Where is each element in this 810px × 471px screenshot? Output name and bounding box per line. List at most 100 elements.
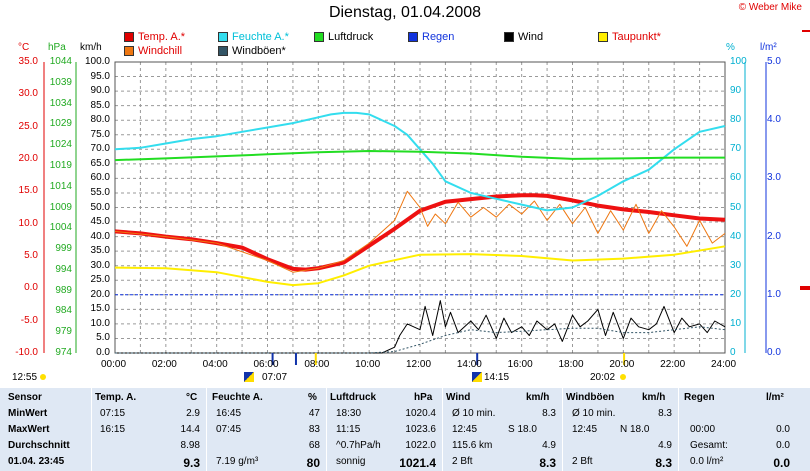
pressure-unit: hPa — [48, 42, 66, 53]
stats-cell-wind-time: Ø 10 min. — [452, 408, 496, 419]
stats-cell-label: MaxWert — [8, 424, 50, 435]
stats-cell-gust-time: 12:45 — [572, 424, 598, 435]
wind-tick: 45.0 — [90, 216, 110, 228]
legend-label: Temp. A.* — [138, 31, 186, 43]
rain-tick: 3.0 — [767, 172, 781, 184]
humidity-tick: 50 — [730, 201, 742, 213]
stats-cell-rain-val: 0.0 — [776, 440, 790, 451]
edge-marker — [800, 286, 810, 290]
stats-cell-temp-time: 16:15 — [100, 424, 126, 435]
stats-cell-wind-val: 4.9 — [542, 440, 556, 451]
pressure-tick: 999 — [55, 243, 72, 255]
rain-unit: l/m² — [760, 42, 777, 53]
header-wind-unit: km/h — [526, 392, 550, 403]
header-pressure-unit: hPa — [414, 392, 433, 403]
pressure-tick: 974 — [55, 347, 72, 358]
temp-tick: 0.0 — [24, 282, 38, 294]
stats-cell-pres-time: 18:30 — [336, 408, 362, 419]
pressure-tick: 1034 — [49, 97, 72, 109]
header-pressure: Luftdruck — [330, 392, 377, 403]
series-line-luftdruck — [114, 150, 725, 162]
header-wind: Wind — [446, 392, 471, 403]
stats-cell-hum-val: 68 — [308, 440, 320, 451]
legend-item-gusts: Windböen* — [218, 45, 286, 57]
header-temp-unit: °C — [186, 392, 198, 403]
stats-cell-gust-val: 4.9 — [658, 440, 672, 451]
stats-cell-wind-val: 8.3 — [542, 408, 556, 419]
legend-swatch — [504, 32, 514, 42]
stats-cell-temp-val: 14.4 — [180, 424, 200, 435]
legend-item-pressure: Luftdruck — [314, 31, 373, 43]
legend-swatch — [218, 46, 228, 56]
rain-tick: 2.0 — [767, 230, 781, 242]
left-time: 12:55 — [12, 372, 38, 383]
stats-cell-temp-val: 2.9 — [186, 408, 200, 419]
stats-cell-rain-time: Gesamt: — [690, 440, 728, 451]
wind-tick: 90.0 — [90, 85, 110, 97]
wind-tick: 5.0 — [96, 332, 110, 344]
pressure-tick: 1009 — [49, 201, 72, 213]
sunset-time: 20:02 — [590, 372, 616, 383]
series-line-feuchte-a — [114, 111, 726, 212]
wind-tick: 25.0 — [90, 274, 110, 286]
legend-item-windchill: Windchill — [124, 45, 182, 57]
temp-tick: 20.0 — [18, 153, 38, 164]
humidity-tick: 0 — [730, 347, 736, 358]
stats-cell-pres-val: 1021.4 — [399, 456, 436, 470]
humidity-tick: 90 — [730, 85, 742, 97]
plot-frame — [114, 61, 726, 354]
pressure-tick: 984 — [55, 305, 72, 317]
wind-tick: 95.0 — [90, 70, 110, 82]
stats-row: 01.04. 23:45 9.3 7.19 g/m³ 80 sonnig 1021.4 2 … — [0, 456, 810, 471]
stats-cell-gust-val: 8.3 — [658, 408, 672, 419]
time-tick: 06:00 — [253, 359, 279, 370]
weather-chart — [43, 61, 767, 365]
legend-swatch — [124, 46, 134, 56]
stats-row: MinWert 07:15 2.9 16:45 47 18:30 1020.4 Ø 10 mi… — [0, 408, 810, 423]
legend-label: Wind — [518, 31, 544, 43]
pressure-tick: 1044 — [49, 56, 72, 67]
divider — [442, 388, 443, 471]
temp-tick: 35.0 — [18, 56, 38, 67]
pressure-tick: 1029 — [49, 118, 72, 130]
wind-tick: 35.0 — [90, 245, 110, 257]
stats-cell-label: 01.04. 23:45 — [8, 456, 65, 467]
pressure-tick: 1024 — [49, 139, 72, 151]
stats-cell-pres-time: ^0.7hPa/h — [336, 440, 381, 451]
humidity-tick: 60 — [730, 172, 742, 184]
time-tick: 24:00 — [711, 359, 737, 370]
rain-tick: 5.0 — [767, 56, 781, 67]
stats-cell-wind-val: 8.3 — [539, 456, 556, 470]
stats-cell-temp-time: 07:15 — [100, 408, 126, 419]
wind-tick: 70.0 — [90, 143, 110, 155]
header-gusts-unit: km/h — [642, 392, 666, 403]
temp-tick: 30.0 — [18, 88, 38, 100]
wind-tick: 80.0 — [90, 114, 110, 126]
legend-label: Feuchte A.* — [232, 31, 289, 43]
sun-markers — [271, 353, 626, 365]
wind-tick: 15.0 — [90, 303, 110, 315]
stats-cell-temp-val: 9.3 — [183, 456, 200, 470]
time-tick: 00:00 — [101, 359, 127, 370]
wind-tick: 30.0 — [90, 259, 110, 271]
time-tick: 02:00 — [151, 359, 177, 370]
series-line-wind — [115, 300, 726, 354]
series-line-windchill — [114, 190, 726, 273]
noon-icon — [472, 372, 482, 382]
pressure-tick: 1004 — [49, 222, 72, 234]
legend-swatch — [124, 32, 134, 42]
divider — [91, 388, 92, 471]
stats-cell-pres-val: 1022.0 — [405, 440, 436, 451]
stats-cell-pres-time: 11:15 — [336, 424, 361, 435]
time-tick: 12:00 — [406, 359, 432, 370]
legend-item-humidity: Feuchte A.* — [218, 31, 289, 43]
temp-tick: 5.0 — [24, 250, 38, 261]
stats-cell-pres-val: 1020.4 — [405, 408, 436, 419]
wind-tick: 20.0 — [90, 288, 110, 300]
rain-tick: 1.0 — [767, 288, 781, 300]
pressure-tick: 1014 — [49, 180, 72, 192]
wind-tick: 10.0 — [90, 317, 110, 329]
humidity-tick: 100 — [730, 56, 747, 67]
series-line-taupunkt — [114, 245, 726, 287]
wind-tick: 55.0 — [90, 186, 110, 198]
